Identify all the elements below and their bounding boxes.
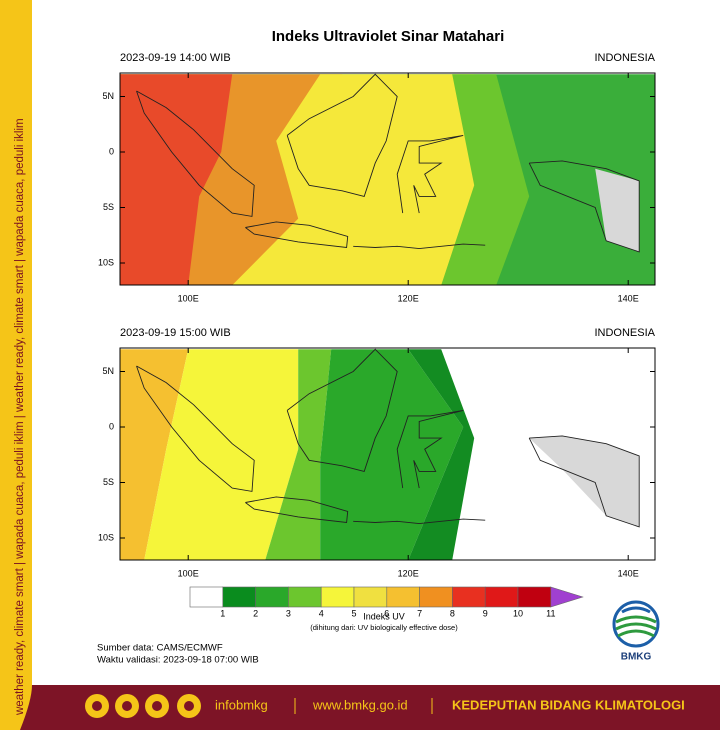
region: INDONESIA bbox=[594, 327, 655, 339]
coastline bbox=[245, 221, 349, 248]
colorbar-label: 1 bbox=[220, 608, 225, 618]
lat-label: 0 bbox=[109, 421, 114, 431]
colorbar-box bbox=[386, 586, 420, 608]
uv-field bbox=[144, 349, 299, 560]
title: Indeks Ultraviolet Sinar Matahari bbox=[272, 28, 505, 45]
bmkg-logo: BMKG bbox=[612, 600, 660, 663]
colorbar-note: (dihitung dari: UV biologically effectiv… bbox=[310, 623, 458, 632]
lon-label: 120E bbox=[398, 568, 419, 578]
coastline bbox=[396, 409, 464, 489]
logo-text: BMKG bbox=[621, 652, 652, 663]
map bbox=[120, 73, 655, 285]
lon-label: 120E bbox=[398, 293, 419, 303]
coastline bbox=[396, 134, 464, 214]
social-icons bbox=[85, 694, 201, 718]
uv-field bbox=[265, 349, 332, 560]
colorbar-label: 6 bbox=[384, 608, 389, 618]
lon-label: 100E bbox=[178, 568, 199, 578]
coastline bbox=[136, 365, 255, 492]
timestamp: 2023-09-19 14:00 WIB bbox=[120, 52, 231, 64]
uv-field bbox=[529, 435, 640, 527]
colorbar-label: 8 bbox=[450, 608, 455, 618]
coastline bbox=[528, 160, 640, 253]
colorbar-box bbox=[517, 586, 552, 608]
colorbar-label: 9 bbox=[483, 608, 488, 618]
social-icon-glyph bbox=[122, 701, 132, 711]
map bbox=[120, 348, 655, 560]
source: Sumber data: CAMS/ECMWF bbox=[97, 643, 223, 654]
lat-label: 5S bbox=[103, 202, 114, 212]
colorbar-box bbox=[452, 586, 486, 608]
coastline bbox=[286, 73, 398, 197]
colorbar-label: 2 bbox=[253, 608, 258, 618]
uv-field bbox=[441, 74, 530, 285]
colorbar-box bbox=[189, 586, 224, 608]
lat-label: 5N bbox=[102, 91, 114, 101]
region: INDONESIA bbox=[594, 52, 655, 64]
uv-field bbox=[408, 349, 475, 560]
coastline bbox=[353, 518, 486, 525]
uv-field bbox=[120, 74, 233, 285]
social-icon-glyph bbox=[184, 701, 194, 711]
lat-label: 0 bbox=[109, 146, 114, 156]
colorbar-label: 5 bbox=[351, 608, 356, 618]
colorbar-box bbox=[484, 586, 519, 608]
colorbar-box bbox=[222, 586, 256, 608]
colorbar-box bbox=[353, 586, 388, 608]
colorbar-label: 4 bbox=[319, 608, 324, 618]
lat-label: 10S bbox=[98, 532, 114, 542]
map-frame bbox=[119, 347, 656, 561]
uv-field bbox=[320, 349, 464, 560]
social-icon-glyph bbox=[152, 701, 162, 711]
validity: Waktu validasi: 2023-09-18 07:00 WIB bbox=[97, 655, 259, 666]
uv-field bbox=[232, 74, 486, 285]
lat-label: 10S bbox=[98, 257, 114, 267]
timestamp: 2023-09-19 15:00 WIB bbox=[120, 327, 231, 339]
lon-label: 140E bbox=[618, 293, 639, 303]
map-frame bbox=[119, 72, 656, 286]
footer-department: KEDEPUTIAN BIDANG KLIMATOLOGI bbox=[452, 697, 685, 712]
colorbar-label: 10 bbox=[513, 608, 523, 618]
colorbar-label: 7 bbox=[417, 608, 422, 618]
coastline bbox=[245, 496, 349, 523]
colorbar-box bbox=[320, 586, 355, 608]
uv-field bbox=[595, 168, 640, 252]
colorbar-box bbox=[255, 586, 289, 608]
side-strip bbox=[0, 0, 32, 730]
social-icon-glyph bbox=[92, 701, 102, 711]
colorbar-label: 11 bbox=[546, 608, 555, 618]
footer-website: www.bmkg.go.id bbox=[312, 697, 408, 712]
footer-handle: infobmkg bbox=[215, 697, 268, 712]
colorbar-label: 3 bbox=[286, 608, 291, 618]
coastline bbox=[353, 243, 486, 250]
coastline bbox=[528, 435, 640, 528]
coastline bbox=[286, 348, 398, 472]
lat-label: 5S bbox=[103, 477, 114, 487]
colorbar-title: Indeks UV bbox=[363, 611, 405, 621]
colorbar-box bbox=[288, 586, 322, 608]
colorbar-arrow bbox=[550, 586, 584, 608]
lat-label: 5N bbox=[102, 366, 114, 376]
coastline bbox=[136, 90, 255, 217]
uv-field bbox=[120, 349, 189, 560]
lon-label: 140E bbox=[618, 568, 639, 578]
colorbar-box bbox=[419, 586, 453, 608]
lon-label: 100E bbox=[178, 293, 199, 303]
side-banner: weather ready, climate smart | wapada cu… bbox=[14, 118, 26, 716]
